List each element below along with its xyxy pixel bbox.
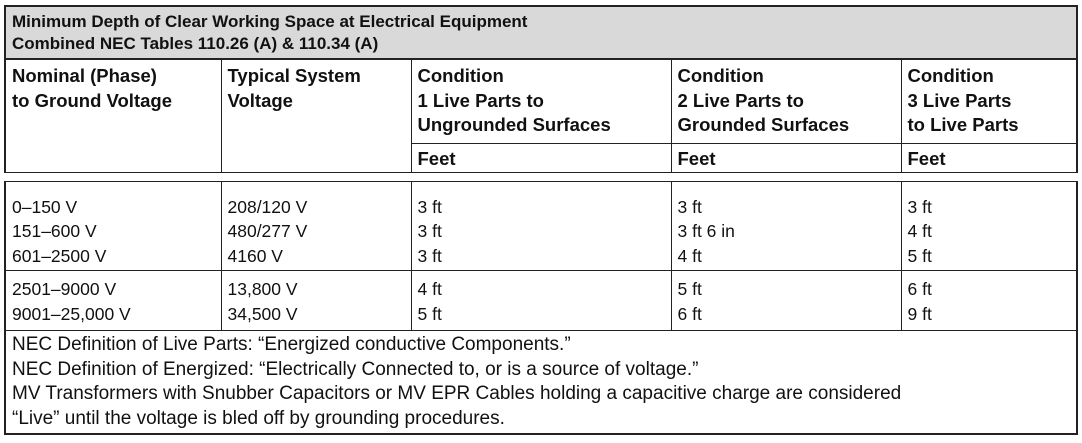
header-text: Ungrounded Surfaces [417, 114, 611, 135]
unit-condition-2: Feet [670, 142, 902, 173]
cell-value: 5 ft [417, 303, 442, 324]
spacer-row [5, 171, 1077, 182]
note-line: MV Transformers with Snubber Capacitors … [12, 383, 902, 404]
cell-value: 5 ft [907, 245, 932, 266]
cell-value: 6 ft [677, 303, 702, 324]
header-row: Nominal (Phase) to Ground Voltage Typica… [4, 58, 1078, 173]
note-line: NEC Definition of Live Parts: “Energized… [12, 334, 571, 355]
group-2-condition-1: 4 ft 5 ft [410, 270, 672, 331]
cell-value: 601–2500 V [12, 245, 107, 266]
cell-value: 3 ft [417, 221, 442, 241]
cell-value: 6 ft [907, 279, 932, 299]
header-text: Voltage [227, 89, 293, 111]
group-2-condition-3: 6 ft 9 ft [900, 270, 1078, 331]
group-1-condition-1: 3 ft 3 ft 3 ft [410, 180, 672, 271]
header-text: Condition [677, 65, 764, 86]
cell-value: 3 ft [677, 196, 702, 217]
cell-value: 13,800 V [227, 279, 298, 299]
unit-condition-3: Feet [900, 142, 1078, 173]
cell-value: 3 ft [907, 196, 932, 217]
unit-condition-1: Feet [410, 142, 672, 173]
notes-row: NEC Definition of Live Parts: “Energized… [4, 330, 1078, 435]
cell-value: 4 ft [417, 279, 442, 299]
header-text: Typical System [227, 65, 361, 86]
header-text: to Live Parts [907, 114, 1019, 135]
table-row-group-1: 0–150 V 151–600 V 601–2500 V 208/120 V 4… [4, 180, 1078, 271]
cell-value: 480/277 V [227, 221, 308, 241]
cell-value: 2501–9000 V [12, 279, 117, 299]
table-title-line-2: Combined NEC Tables 110.26 (A) & 110.34 … [12, 34, 379, 53]
cell-value: 9 ft [907, 303, 932, 324]
group-1-condition-3: 3 ft 4 ft 5 ft [900, 180, 1078, 271]
clear-working-space-table-container: Minimum Depth of Clear Working Space at … [4, 5, 1078, 437]
cell-value: 9001–25,000 V [12, 303, 131, 324]
note-line: “Live” until the voltage is bled off by … [12, 407, 505, 429]
note-line: NEC Definition of Energized: “Electrical… [12, 358, 699, 380]
cell-value: 34,500 V [227, 303, 298, 324]
group-1-nominal: 0–150 V 151–600 V 601–2500 V [4, 180, 222, 271]
cell-value: 4 ft [907, 221, 932, 241]
header-text: 2 Live Parts to [677, 89, 804, 111]
cell-value: 208/120 V [227, 196, 308, 217]
cell-value: 3 ft 6 in [677, 221, 735, 241]
clear-working-space-table: Minimum Depth of Clear Working Space at … [4, 5, 1078, 435]
header-text: 1 Live Parts to [417, 89, 544, 111]
header-nominal-voltage: Nominal (Phase) to Ground Voltage [4, 58, 222, 173]
header-text: Grounded Surfaces [677, 114, 850, 135]
spacer [5, 171, 1077, 182]
notes-cell: NEC Definition of Live Parts: “Energized… [4, 330, 1078, 435]
table-title: Minimum Depth of Clear Working Space at … [4, 5, 1078, 60]
table-row-group-2: 2501–9000 V 9001–25,000 V 13,800 V 34,50… [4, 270, 1078, 331]
cell-value: 151–600 V [12, 221, 97, 241]
header-text: to Ground Voltage [12, 89, 172, 111]
header-text: Condition [907, 65, 994, 86]
group-2-nominal: 2501–9000 V 9001–25,000 V [4, 270, 222, 331]
cell-value: 5 ft [677, 279, 702, 299]
cell-value: 4160 V [227, 245, 283, 266]
header-text: Nominal (Phase) [12, 65, 157, 86]
cell-value: 4 ft [677, 245, 702, 266]
cell-value: 3 ft [417, 245, 442, 266]
header-text: Condition [417, 65, 504, 86]
group-2-condition-2: 5 ft 6 ft [670, 270, 902, 331]
group-2-typical: 13,800 V 34,500 V [220, 270, 412, 331]
group-1-typical: 208/120 V 480/277 V 4160 V [220, 180, 412, 271]
header-typical-voltage: Typical System Voltage [220, 58, 412, 173]
unit-row: Feet Feet Feet [5, 142, 1078, 173]
title-row: Minimum Depth of Clear Working Space at … [4, 5, 1078, 60]
table-title-line-1: Minimum Depth of Clear Working Space at … [12, 12, 528, 31]
cell-value: 3 ft [417, 196, 442, 217]
header-text: 3 Live Parts [907, 89, 1012, 111]
group-1-condition-2: 3 ft 3 ft 6 in 4 ft [670, 180, 902, 271]
header-condition-3: Condition 3 Live Parts to Live Parts [900, 58, 1078, 144]
cell-value: 0–150 V [12, 196, 78, 217]
header-condition-1: Condition 1 Live Parts to Ungrounded Sur… [410, 58, 672, 144]
header-condition-2: Condition 2 Live Parts to Grounded Surfa… [670, 58, 902, 144]
